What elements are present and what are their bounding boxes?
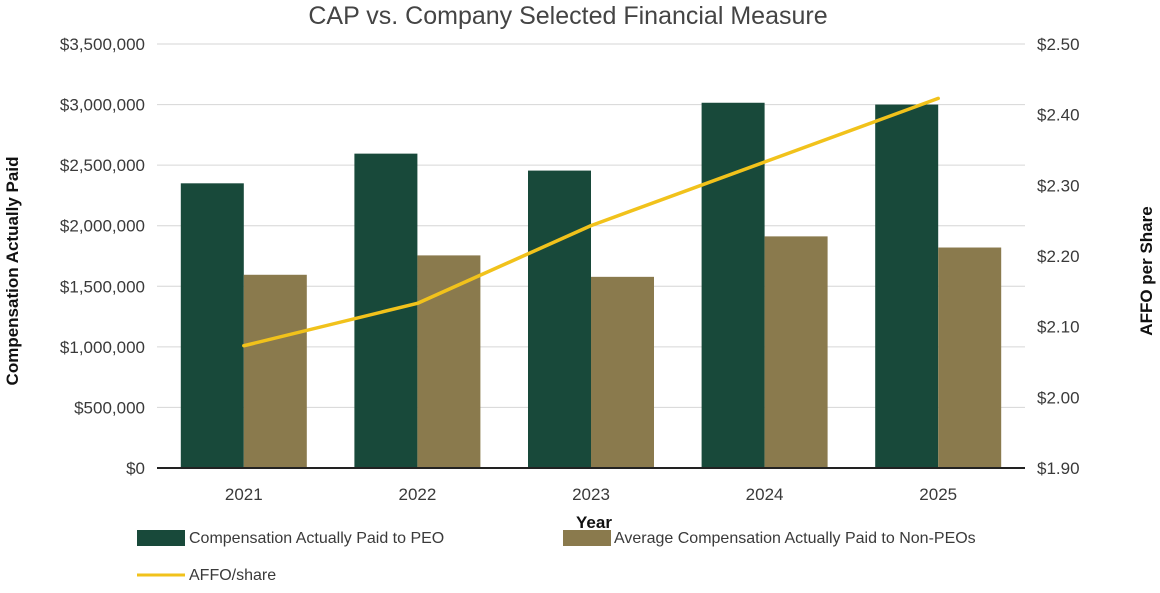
- x-axis-title: Year: [576, 513, 612, 532]
- y2-tick-label: $2.40: [1037, 106, 1080, 125]
- bar-peo: [528, 170, 591, 468]
- x-tick-label: 2022: [398, 485, 436, 504]
- y-tick-label: $0: [126, 459, 145, 478]
- y2-axis-title: AFFO per Share: [1137, 206, 1156, 335]
- y2-tick-label: $2.20: [1037, 247, 1080, 266]
- x-tick-label: 2025: [919, 485, 957, 504]
- bar-non-peo: [938, 247, 1002, 468]
- bar-non-peo: [417, 255, 481, 468]
- legend-swatch-non-peo: [563, 530, 611, 546]
- x-tick-label: 2024: [746, 485, 784, 504]
- bar-peo: [180, 183, 244, 469]
- legend-label-non-peo: Average Compensation Actually Paid to No…: [614, 530, 976, 547]
- y-axis-title: Compensation Actually Paid: [3, 157, 22, 386]
- legend-label-affo: AFFO/share: [189, 567, 276, 584]
- bar-non-peo: [591, 276, 654, 468]
- legend-swatch-peo: [137, 530, 185, 546]
- x-tick-label: 2023: [572, 485, 610, 504]
- y2-tick-label: $2.30: [1037, 176, 1080, 195]
- y-tick-label: $3,000,000: [60, 96, 145, 115]
- chart-title: CAP vs. Company Selected Financial Measu…: [308, 2, 827, 30]
- y-tick-label: $1,500,000: [60, 277, 145, 296]
- affo-line: [242, 96, 940, 348]
- y-tick-label: $2,500,000: [60, 156, 145, 175]
- bar-peo: [701, 102, 765, 469]
- legend: Compensation Actually Paid to PEO Averag…: [137, 530, 976, 584]
- bar-non-peo: [243, 274, 307, 468]
- x-axis-ticks: 2021 2022 2023 2024 2025: [225, 485, 957, 504]
- legend-label-peo: Compensation Actually Paid to PEO: [189, 530, 444, 547]
- line-series: [242, 96, 940, 348]
- bars: [180, 102, 1002, 469]
- y2-tick-label: $2.00: [1037, 388, 1080, 407]
- y2-tick-label: $2.10: [1037, 318, 1080, 337]
- y2-tick-label: $2.50: [1037, 35, 1080, 54]
- y-tick-label: $2,000,000: [60, 217, 145, 236]
- y2-tick-label: $1.90: [1037, 459, 1080, 478]
- y-tick-label: $3,500,000: [60, 35, 145, 54]
- y-axis-ticks: $0 $500,000 $1,000,000 $1,500,000 $2,000,000…: [60, 35, 145, 478]
- y2-axis-ticks: $1.90 $2.00 $2.10 $2.20 $2.30 $2.40 $2.50: [1037, 35, 1080, 478]
- x-tick-label: 2021: [225, 485, 263, 504]
- y-tick-label: $500,000: [74, 398, 145, 417]
- bar-non-peo: [764, 236, 828, 468]
- bar-peo: [875, 104, 939, 469]
- y-tick-label: $1,000,000: [60, 338, 145, 357]
